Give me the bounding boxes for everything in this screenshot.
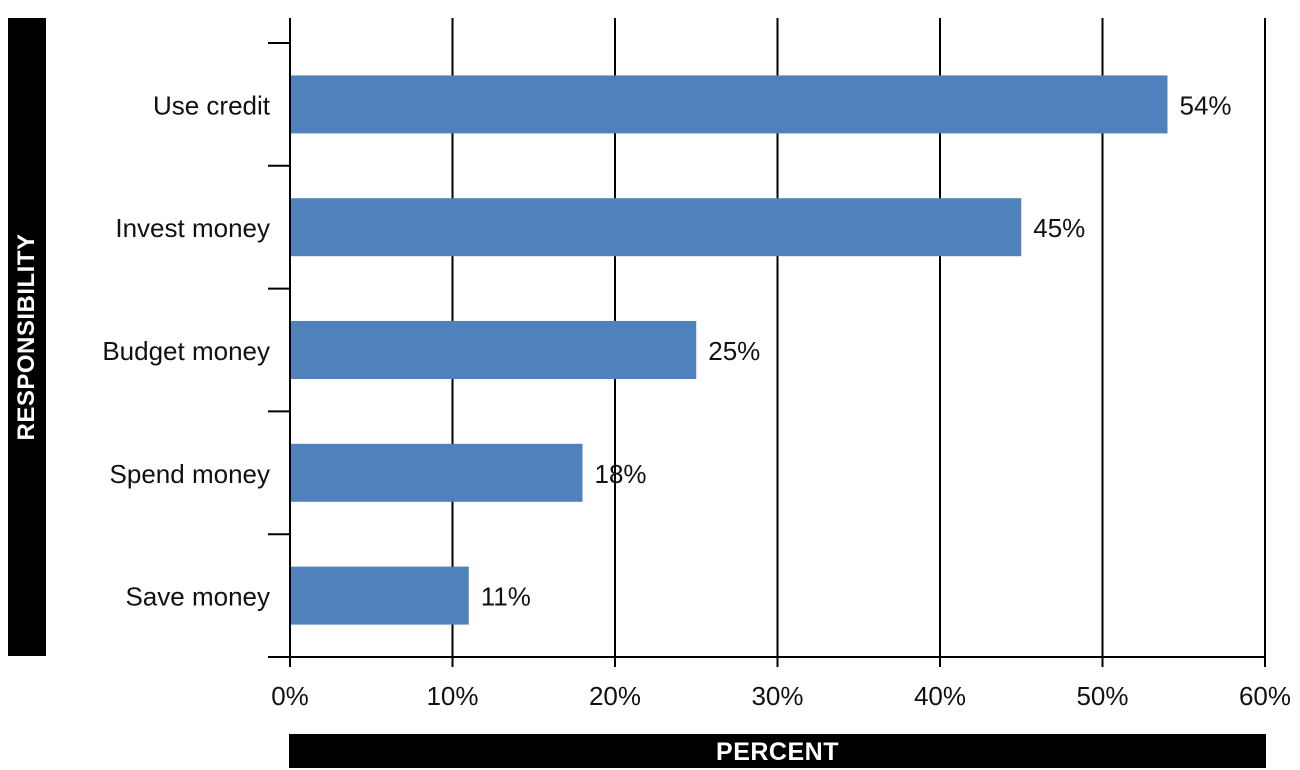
category-label: Invest money xyxy=(115,213,270,243)
x-tick-label: 40% xyxy=(914,681,966,711)
x-tick-label: 50% xyxy=(1076,681,1128,711)
x-tick-label: 20% xyxy=(589,681,641,711)
x-tick-label: 60% xyxy=(1239,681,1291,711)
y-axis-title: RESPONSIBILITY xyxy=(13,233,40,441)
x-axis-title: PERCENT xyxy=(716,738,839,766)
bar xyxy=(290,443,583,502)
category-label: Spend money xyxy=(110,459,270,489)
x-tick-label: 30% xyxy=(751,681,803,711)
y-axis-title-box xyxy=(8,18,46,656)
data-label: 54% xyxy=(1180,90,1232,120)
axes xyxy=(268,18,1265,658)
data-label: 25% xyxy=(708,336,760,366)
bar xyxy=(290,566,469,625)
x-tick-label: 10% xyxy=(426,681,478,711)
category-label: Use credit xyxy=(153,90,271,120)
category-label: Budget money xyxy=(102,336,270,366)
bar xyxy=(290,198,1022,257)
data-label: 45% xyxy=(1033,213,1085,243)
x-tick-label: 0% xyxy=(271,681,309,711)
data-label: 18% xyxy=(595,459,647,489)
category-label: Save money xyxy=(125,582,270,612)
x-axis-title-box: PERCENT xyxy=(289,734,1266,768)
labels: 0% 10% 20% 30% 40% 50% 60% 54% Use credit 45% Inve… xyxy=(102,90,1291,711)
bars xyxy=(290,75,1168,625)
bar xyxy=(290,75,1168,134)
bar xyxy=(290,321,697,379)
data-label: 11% xyxy=(481,582,531,612)
